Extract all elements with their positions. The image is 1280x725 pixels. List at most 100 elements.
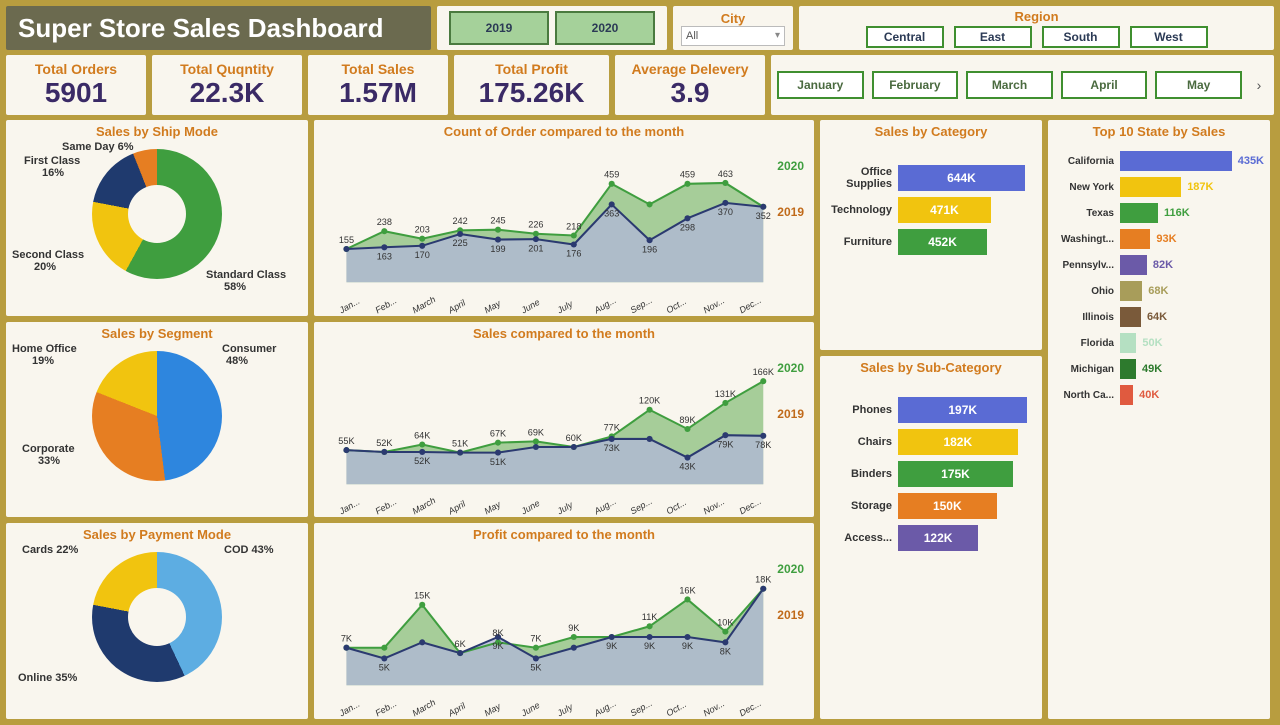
year-button-2020[interactable]: 2020 (555, 11, 655, 45)
bar-label: New York (1054, 182, 1120, 193)
panel-category: Sales by Category Office Supplies644K Tec… (820, 120, 1042, 350)
kpi-value: 5901 (45, 77, 107, 109)
svg-text:9K: 9K (606, 642, 617, 652)
svg-text:7K: 7K (341, 634, 352, 644)
legend-2020: 2020 (777, 361, 804, 375)
year-button-2019[interactable]: 2019 (449, 11, 549, 45)
month-button-february[interactable]: February (872, 71, 959, 99)
bar-row[interactable]: California435K (1054, 151, 1264, 171)
bar (1120, 307, 1141, 327)
bar-row[interactable]: Texas116K (1054, 203, 1264, 223)
region-button-east[interactable]: East (954, 26, 1032, 48)
bar-label: Michigan (1054, 364, 1120, 375)
region-button-west[interactable]: West (1130, 26, 1208, 48)
bar-row[interactable]: North Ca...40K (1054, 385, 1264, 405)
svg-text:459: 459 (604, 170, 619, 180)
bar-label: Chairs (826, 436, 898, 448)
kpi-value: 175.26K (479, 77, 585, 109)
svg-text:5K: 5K (530, 663, 541, 673)
pie-chart[interactable] (92, 552, 222, 682)
pie-label: 58% (224, 281, 246, 293)
pie-label: 16% (42, 167, 64, 179)
svg-text:78K: 78K (755, 440, 771, 450)
bar-row[interactable]: New York187K (1054, 177, 1264, 197)
svg-text:43K: 43K (679, 461, 695, 471)
area-chart[interactable]: 55K52K64K51K67K69K60K77K120K89K131K166K5… (320, 343, 808, 516)
bar-label: Storage (826, 500, 898, 512)
pie-chart[interactable] (92, 149, 222, 279)
area-chart[interactable]: 1552382032422452262184594594631631702251… (320, 141, 808, 314)
month-next-icon[interactable]: › (1250, 71, 1268, 99)
svg-text:52K: 52K (376, 438, 392, 448)
panel-title: Sales by Category (875, 124, 988, 139)
bar-value: 93K (1156, 233, 1176, 245)
svg-text:11K: 11K (642, 613, 658, 623)
bar-row[interactable]: Washingt...93K (1054, 229, 1264, 249)
pie-label: Cards 22% (22, 544, 78, 556)
svg-text:73K: 73K (604, 443, 620, 453)
region-button-central[interactable]: Central (866, 26, 944, 48)
kpi-label: Total Orders (35, 61, 117, 77)
panel-title: Profit compared to the month (473, 527, 655, 542)
bar-label: Texas (1054, 208, 1120, 219)
bar (1120, 229, 1150, 249)
month-button-march[interactable]: March (966, 71, 1053, 99)
bar-row[interactable]: Storage150K (826, 493, 1036, 519)
legend-2019: 2019 (777, 608, 804, 622)
month-slicer: January FebruaryMarch AprilMay › (771, 55, 1274, 115)
svg-text:163: 163 (377, 251, 392, 261)
svg-text:155: 155 (339, 235, 354, 245)
bar-row[interactable]: Furniture452K (826, 229, 1036, 255)
svg-text:89K: 89K (679, 415, 695, 425)
bar-label: Illinois (1054, 312, 1120, 323)
pie-label: 33% (38, 455, 60, 467)
bar-row[interactable]: Michigan49K (1054, 359, 1264, 379)
bar-row[interactable]: Ohio68K (1054, 281, 1264, 301)
city-dropdown[interactable]: All ▾ (681, 26, 785, 46)
month-button-may[interactable]: May (1155, 71, 1242, 99)
bar (1120, 333, 1136, 353)
bar-row[interactable]: Binders175K (826, 461, 1036, 487)
svg-text:6K: 6K (455, 639, 466, 649)
bar-row[interactable]: Pennsylv...82K (1054, 255, 1264, 275)
svg-text:51K: 51K (452, 438, 468, 448)
svg-text:370: 370 (718, 207, 733, 217)
pie-chart[interactable] (92, 351, 222, 481)
bar-row[interactable]: Technology471K (826, 197, 1036, 223)
svg-text:363: 363 (604, 209, 619, 219)
bar-value: 50K (1142, 337, 1162, 349)
month-button-january[interactable]: January (777, 71, 864, 99)
bar-row[interactable]: Office Supplies644K (826, 165, 1036, 191)
bar-row[interactable]: Access...122K (826, 525, 1036, 551)
bar: 452K (898, 229, 987, 255)
panel-title: Top 10 State by Sales (1093, 124, 1226, 139)
svg-text:16K: 16K (679, 586, 695, 596)
bar-label: Furniture (826, 236, 898, 248)
region-filter: Region CentralEastSouthWest (799, 6, 1274, 50)
bar-value: 82K (1153, 259, 1173, 271)
pie-label: Online 35% (18, 672, 77, 684)
bar (1120, 281, 1142, 301)
bar-row[interactable]: Illinois64K (1054, 307, 1264, 327)
bar-label: Phones (826, 404, 898, 416)
legend-2020: 2020 (777, 562, 804, 576)
dashboard-title: Super Store Sales Dashboard (6, 6, 431, 50)
kpi-label: Total Sales (342, 61, 415, 77)
city-filter: City All ▾ (673, 6, 793, 50)
region-button-south[interactable]: South (1042, 26, 1120, 48)
svg-text:64K: 64K (414, 430, 430, 440)
svg-text:8K: 8K (492, 629, 503, 639)
svg-text:225: 225 (452, 238, 467, 248)
svg-text:8K: 8K (720, 647, 731, 657)
month-button-april[interactable]: April (1061, 71, 1148, 99)
svg-text:226: 226 (528, 220, 543, 230)
kpi-label: Total Quqntity (180, 61, 274, 77)
svg-text:9K: 9K (492, 642, 503, 652)
bar-row[interactable]: Chairs182K (826, 429, 1036, 455)
area-chart[interactable]: 7K15K6K8K7K9K11K16K10K18K5K9K5K9K9K9K8K (320, 544, 808, 717)
bar-row[interactable]: Florida50K (1054, 333, 1264, 353)
panel-segment: Sales by Segment Home Office19%Consumer4… (6, 322, 308, 518)
bar-row[interactable]: Phones197K (826, 397, 1036, 423)
kpi-card: Total Quqntity22.3K (152, 55, 302, 115)
pie-label: Corporate (22, 443, 75, 455)
